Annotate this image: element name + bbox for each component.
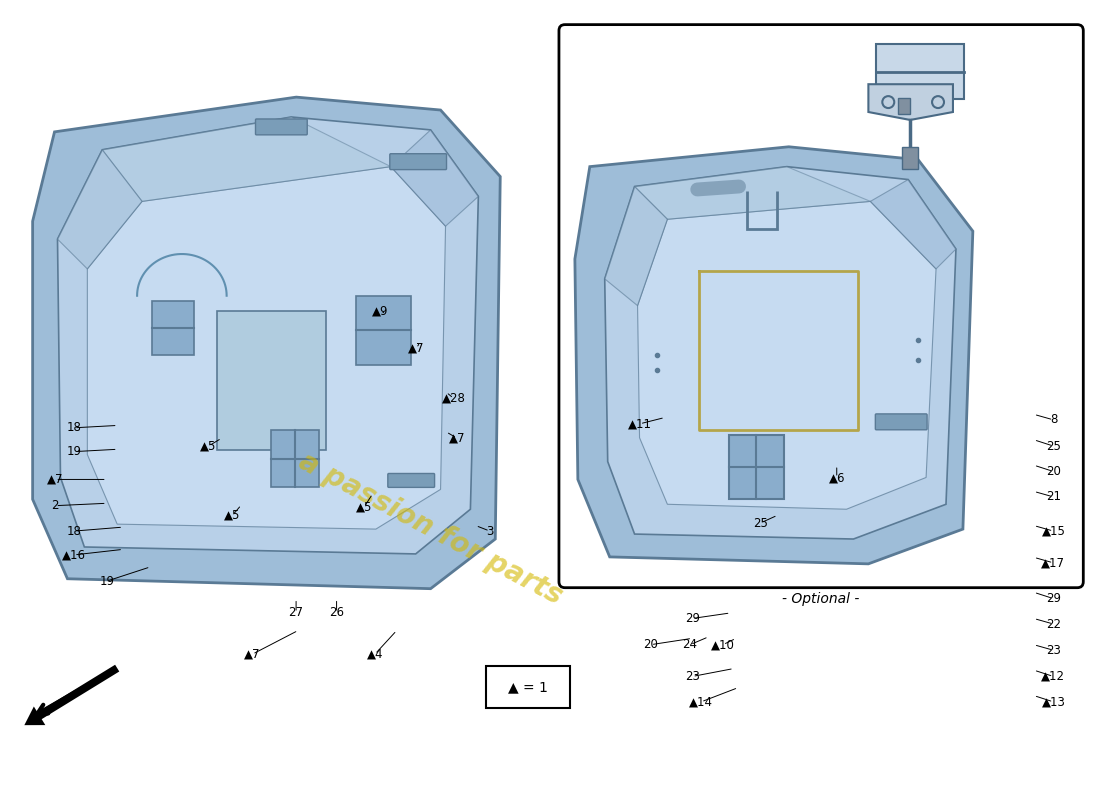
Text: ▲5: ▲5 [224, 509, 241, 522]
Text: ▲11: ▲11 [628, 418, 651, 430]
Bar [152, 301, 194, 355]
Bar [729, 434, 784, 499]
Text: 23: 23 [685, 670, 700, 683]
Text: 27: 27 [288, 606, 304, 619]
Text: ▲10: ▲10 [711, 638, 735, 651]
Polygon shape [635, 166, 870, 219]
Text: 18: 18 [66, 525, 81, 538]
Text: ▲14: ▲14 [689, 695, 713, 708]
Polygon shape [102, 117, 390, 202]
Polygon shape [605, 166, 956, 539]
Bar [356, 296, 410, 366]
FancyBboxPatch shape [486, 666, 570, 708]
Text: ▲13: ▲13 [1042, 695, 1066, 708]
Polygon shape [390, 130, 478, 226]
Text: ▲7: ▲7 [449, 432, 465, 445]
Text: 19: 19 [66, 445, 81, 458]
FancyBboxPatch shape [559, 25, 1084, 588]
Text: ▲5: ▲5 [200, 439, 217, 453]
Text: 19: 19 [99, 574, 114, 588]
Text: e: e [82, 358, 231, 601]
Polygon shape [87, 166, 446, 529]
Text: ▲6: ▲6 [828, 471, 845, 484]
Polygon shape [638, 202, 936, 510]
Text: ▲12: ▲12 [1042, 670, 1066, 683]
Polygon shape [33, 97, 501, 589]
Text: 3: 3 [486, 525, 494, 538]
Text: 2: 2 [52, 499, 59, 512]
Bar [217, 310, 326, 450]
Text: 21: 21 [1046, 490, 1060, 503]
Text: 20: 20 [1046, 465, 1060, 478]
Text: 29: 29 [685, 612, 700, 625]
Polygon shape [575, 146, 972, 564]
Text: 24: 24 [683, 638, 697, 651]
Text: - Optional -: - Optional - [782, 592, 859, 606]
FancyBboxPatch shape [388, 474, 434, 487]
Polygon shape [870, 179, 956, 269]
Polygon shape [868, 84, 953, 120]
Text: ▲7: ▲7 [47, 473, 64, 486]
Text: ▲7: ▲7 [244, 648, 261, 661]
Polygon shape [57, 117, 478, 554]
Text: ▲16: ▲16 [62, 549, 86, 562]
FancyBboxPatch shape [255, 119, 307, 135]
Bar [877, 45, 964, 99]
Bar [899, 98, 910, 114]
Text: 25: 25 [1046, 439, 1060, 453]
FancyBboxPatch shape [876, 414, 927, 430]
Text: 25: 25 [752, 517, 768, 530]
Text: ▲17: ▲17 [1042, 556, 1066, 570]
Text: 20: 20 [644, 638, 658, 651]
Polygon shape [57, 150, 142, 269]
Text: 22: 22 [1046, 618, 1060, 630]
Text: ▲28: ▲28 [442, 392, 465, 405]
Text: 18: 18 [66, 422, 81, 434]
Text: 26: 26 [329, 606, 344, 619]
Text: ▲5: ▲5 [355, 501, 372, 514]
Bar [272, 430, 319, 487]
Text: ▲ = 1: ▲ = 1 [508, 680, 548, 694]
Text: ▲7: ▲7 [408, 342, 425, 355]
FancyArrow shape [24, 665, 119, 725]
Polygon shape [605, 186, 668, 306]
Text: 29: 29 [1046, 592, 1060, 605]
Bar [902, 146, 918, 169]
Text: a passion for parts: a passion for parts [294, 448, 568, 610]
Text: ▲9: ▲9 [372, 305, 388, 318]
FancyBboxPatch shape [389, 154, 447, 170]
Text: 8: 8 [1049, 414, 1057, 426]
Text: ▲15: ▲15 [1042, 525, 1066, 538]
Text: ▲4: ▲4 [366, 648, 383, 661]
Text: 23: 23 [1046, 644, 1060, 657]
